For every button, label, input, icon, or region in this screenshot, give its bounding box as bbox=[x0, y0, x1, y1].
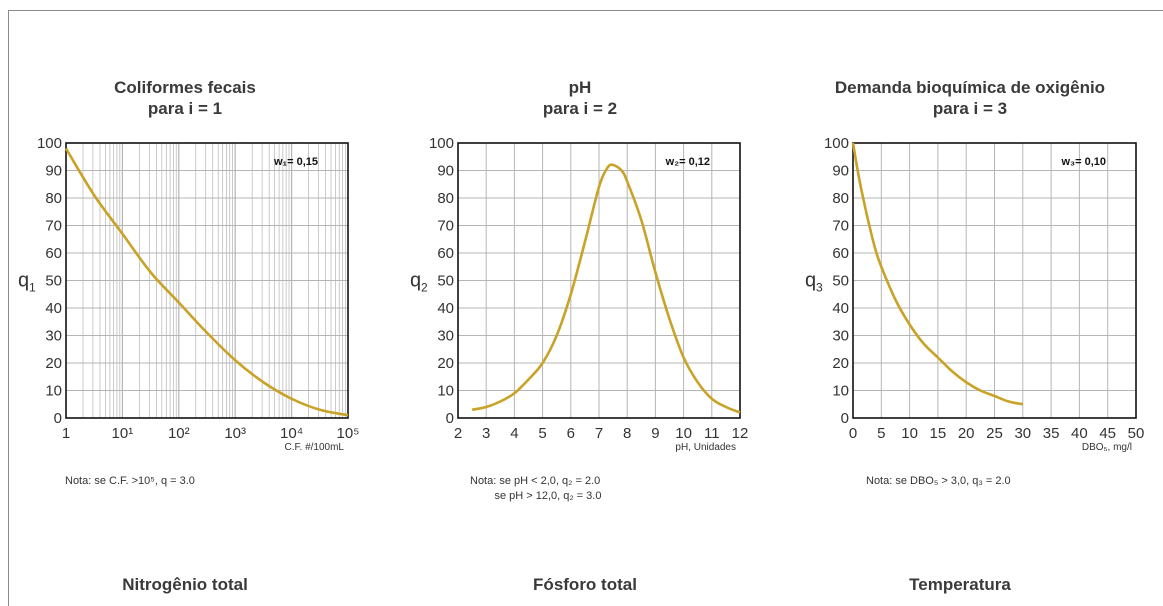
y-tick-label: 60 bbox=[437, 245, 454, 262]
x-tick-label: 15 bbox=[930, 425, 947, 442]
bottom-title-fosforo: Fósforo total bbox=[533, 575, 637, 594]
y-tick-label: 90 bbox=[437, 163, 454, 180]
y-tick-label: 0 bbox=[54, 410, 62, 427]
y-tick-label: 20 bbox=[832, 355, 849, 372]
y-tick-label: 100 bbox=[37, 135, 62, 152]
chart-2-title: pH para i = 2 bbox=[480, 77, 680, 119]
y-tick-label: 80 bbox=[45, 190, 62, 207]
y-axis-label: q bbox=[18, 270, 29, 292]
x-tick-label: 5 bbox=[538, 425, 546, 442]
y-axis-label-subscript: 1 bbox=[29, 281, 36, 295]
chart-1-title-line2: para i = 1 bbox=[147, 99, 223, 118]
chart-2: 0 10 20 30 40 50 60 70 80 90 100 2 3 4 5 6 7 8 9 10 11 12pH, … bbox=[410, 135, 749, 453]
chart-3-title: Demanda bioquímica de oxigênio para i = … bbox=[815, 77, 1125, 119]
x-tick-label: 4 bbox=[510, 425, 518, 442]
bottom-title-temperatura: Temperatura bbox=[909, 575, 1011, 594]
y-tick-label: 100 bbox=[429, 135, 454, 152]
y-tick-label: 80 bbox=[437, 190, 454, 207]
y-tick-label: 50 bbox=[45, 273, 62, 290]
x-tick-label: 45 bbox=[1099, 425, 1116, 442]
weight-label: w₃= 0,10 bbox=[1060, 156, 1106, 168]
x-axis-unit-label: pH, Unidades bbox=[675, 442, 736, 453]
y-tick-label: 60 bbox=[45, 245, 62, 262]
x-tick-label: 10³ bbox=[224, 425, 246, 442]
x-tick-label: 10 bbox=[901, 425, 918, 442]
x-tick-label: 40 bbox=[1071, 425, 1088, 442]
y-tick-label: 30 bbox=[437, 328, 454, 345]
plot-area-frame bbox=[65, 142, 349, 419]
y-tick-label: 40 bbox=[45, 300, 62, 317]
y-tick-label: 20 bbox=[437, 355, 454, 372]
x-axis-unit-label: DBO₅, mg/l bbox=[1082, 442, 1132, 453]
x-tick-label: 10¹ bbox=[112, 425, 134, 442]
x-tick-label: 20 bbox=[958, 425, 975, 442]
chart-2-title-line2: para i = 2 bbox=[542, 99, 618, 118]
bottom-title-nitrogenio: Nitrogênio total bbox=[122, 575, 248, 594]
y-axis-label-subscript: 2 bbox=[421, 281, 428, 295]
x-tick-label: 10² bbox=[168, 425, 190, 442]
y-tick-label: 90 bbox=[45, 163, 62, 180]
y-axis-label: q bbox=[410, 270, 421, 292]
chart-3: 0 10 20 30 40 50 60 70 80 90 100 0 5 10 15 20 25 30 35 40 45… bbox=[805, 135, 1145, 453]
chart-2-note: Nota: se pH < 2,0, q₂ = 2.0 se pH > 12,0… bbox=[470, 475, 602, 502]
y-tick-label: 10 bbox=[437, 383, 454, 400]
y-tick-label: 0 bbox=[446, 410, 454, 427]
y-tick-label: 30 bbox=[45, 328, 62, 345]
x-tick-label: 12 bbox=[732, 425, 749, 442]
x-tick-label: 10⁵ bbox=[337, 425, 360, 442]
chart-1-title-line1: Coliformes fecais bbox=[114, 78, 256, 97]
y-tick-label: 70 bbox=[45, 218, 62, 235]
x-tick-label: 10⁴ bbox=[280, 425, 303, 442]
plot-area-frame bbox=[457, 142, 741, 419]
x-tick-label: 5 bbox=[877, 425, 885, 442]
chart-3-title-line2: para i = 3 bbox=[932, 99, 1008, 118]
chart-2-title-line1: pH bbox=[568, 78, 592, 97]
y-tick-label: 30 bbox=[832, 328, 849, 345]
x-tick-label: 11 bbox=[704, 425, 720, 442]
x-axis-unit-label: C.F. #/100mL bbox=[285, 442, 345, 453]
chart-1-title: Coliformes fecais para i = 1 bbox=[70, 77, 300, 119]
x-tick-label: 25 bbox=[986, 425, 1003, 442]
x-tick-label: 30 bbox=[1014, 425, 1031, 442]
y-axis-label-subscript: 3 bbox=[816, 281, 823, 295]
series-line bbox=[851, 142, 1024, 406]
y-tick-label: 10 bbox=[832, 383, 849, 400]
chart-3-note: Nota: se DBO₅ > 3,0, q₃ = 2.0 bbox=[866, 475, 1011, 487]
y-tick-label: 100 bbox=[824, 135, 849, 152]
y-tick-label: 50 bbox=[832, 273, 849, 290]
x-tick-label: 9 bbox=[651, 425, 659, 442]
chart-1: 0 10 20 30 40 50 60 70 80 90 100 1 10¹ 10² 10³ 10⁴ 10⁵C.… bbox=[18, 135, 360, 453]
y-tick-label: 10 bbox=[45, 383, 62, 400]
figure-frame bbox=[8, 10, 1163, 606]
x-tick-label: 35 bbox=[1043, 425, 1060, 442]
x-tick-label: 50 bbox=[1128, 425, 1145, 442]
y-tick-label: 80 bbox=[832, 190, 849, 207]
y-tick-label: 0 bbox=[841, 410, 849, 427]
x-tick-label: 7 bbox=[595, 425, 603, 442]
x-tick-label: 1 bbox=[62, 425, 70, 442]
y-tick-label: 20 bbox=[45, 355, 62, 372]
y-tick-label: 40 bbox=[832, 300, 849, 317]
x-tick-label: 6 bbox=[567, 425, 575, 442]
y-tick-label: 40 bbox=[437, 300, 454, 317]
x-tick-label: 3 bbox=[482, 425, 490, 442]
x-tick-label: 10 bbox=[675, 425, 692, 442]
x-tick-label: 2 bbox=[454, 425, 462, 442]
series-line bbox=[64, 147, 349, 417]
y-tick-label: 50 bbox=[437, 273, 454, 290]
series-line bbox=[471, 163, 741, 414]
weight-label: w₁= 0,15 bbox=[273, 156, 318, 168]
x-tick-label: 8 bbox=[623, 425, 631, 442]
weight-label: w₂= 0,12 bbox=[665, 156, 710, 168]
y-tick-label: 60 bbox=[832, 245, 849, 262]
x-tick-label: 0 bbox=[849, 425, 857, 442]
chart-1-note: Nota: se C.F. >10⁵, q = 3.0 bbox=[65, 475, 195, 487]
y-tick-label: 70 bbox=[832, 218, 849, 235]
chart-3-title-line1: Demanda bioquímica de oxigênio bbox=[834, 78, 1106, 97]
plot-area-frame bbox=[852, 142, 1137, 419]
y-tick-label: 90 bbox=[832, 163, 849, 180]
y-tick-label: 70 bbox=[437, 218, 454, 235]
y-axis-label: q bbox=[805, 270, 816, 292]
